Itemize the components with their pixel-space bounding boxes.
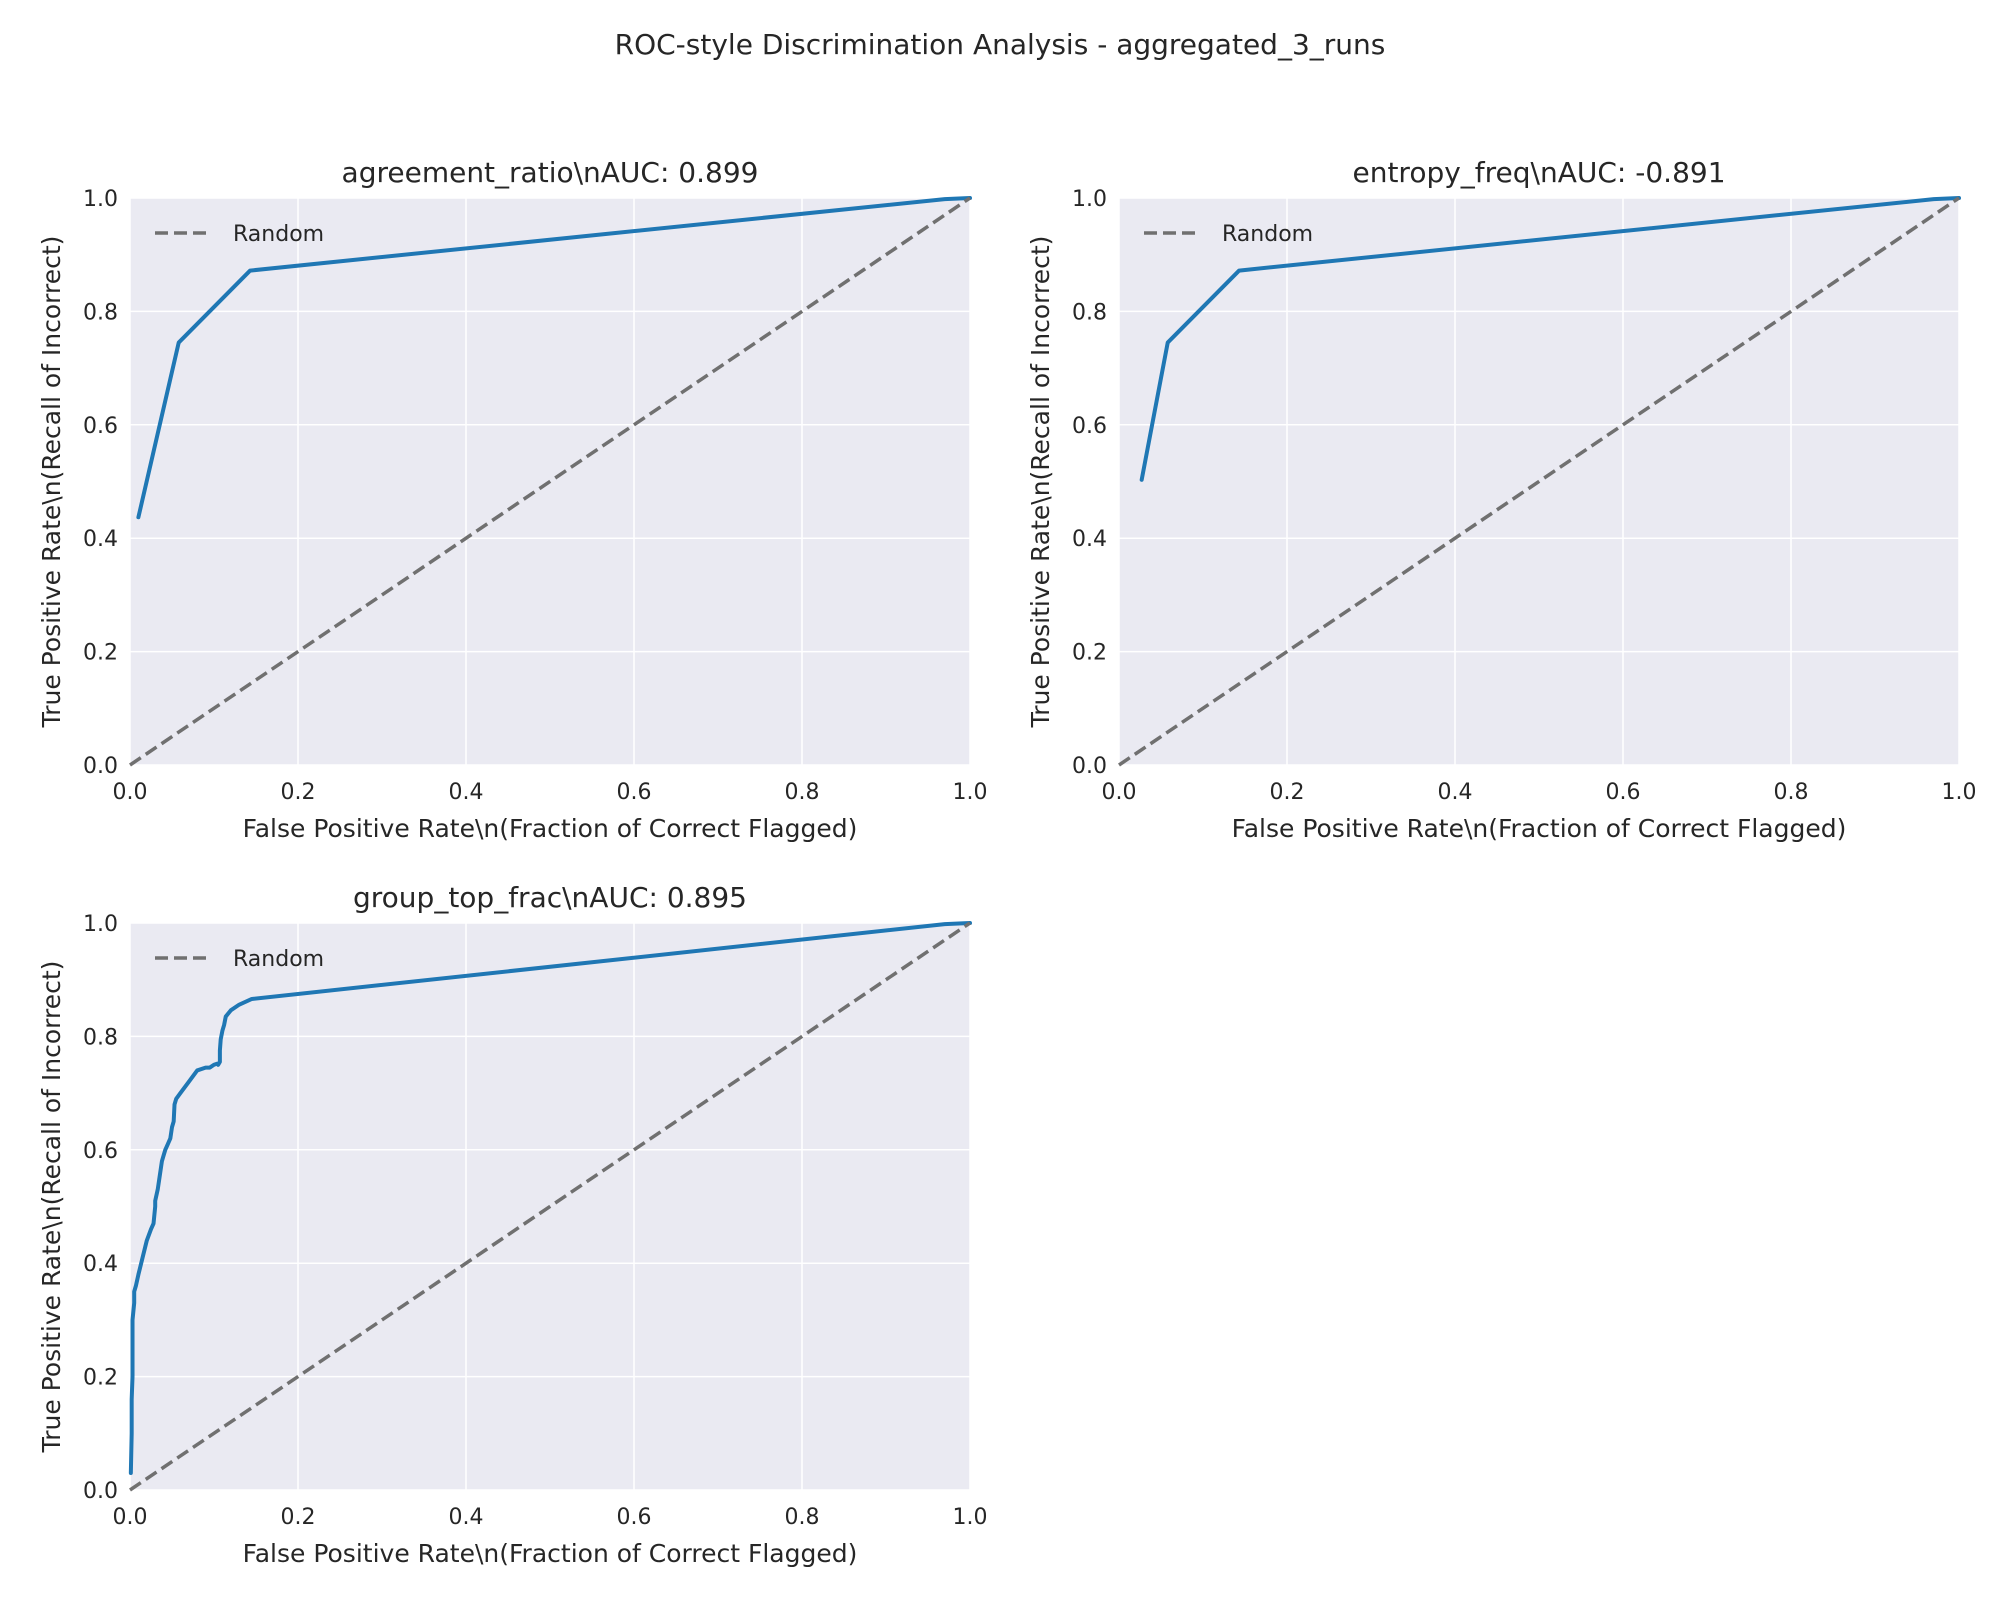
figure-suptitle: ROC-style Discrimination Analysis - aggr… — [615, 28, 1386, 61]
legend-label-random: Random — [233, 947, 324, 972]
x-tick-label: 1.0 — [953, 1505, 988, 1530]
subplot-title: agreement_ratio\nAUC: 0.899 — [342, 156, 759, 189]
roc-curve-line — [1139, 196, 1961, 482]
x-tick-label: 1.0 — [953, 780, 988, 805]
x-tick-label: 0.8 — [785, 1505, 820, 1530]
subplot-title: entropy_freq\nAUC: -0.891 — [1352, 156, 1725, 189]
y-tick-label: 0.2 — [83, 1366, 118, 1391]
x-tick-label: 1.0 — [1942, 780, 1977, 805]
subplot-2: 0.0 0.2 0.4 0.6 0.8 1.0 0.0 0.2 0.4 0.6 0.8 1.0 Rand… — [1026, 156, 1977, 843]
y-tick-label: 0.4 — [83, 527, 118, 552]
y-axis-label: True Positive Rate\n(Recall of Incorrect… — [37, 961, 66, 1454]
x-tick-label: 0.0 — [113, 780, 148, 805]
y-tick-label: 0.0 — [83, 754, 118, 779]
x-tick-label: 0.8 — [785, 780, 820, 805]
y-tick-label: 1.0 — [83, 187, 118, 212]
x-tick-label: 0.0 — [113, 1505, 148, 1530]
x-tick-label: 0.4 — [1438, 780, 1473, 805]
subplot-title: group_top_frac\nAUC: 0.895 — [353, 881, 747, 914]
x-tick-label: 0.4 — [449, 780, 484, 805]
y-tick-label: 1.0 — [1072, 187, 1107, 212]
y-tick-label: 0.6 — [1072, 414, 1107, 439]
random-baseline-line — [129, 196, 971, 767]
x-tick-label: 0.6 — [1606, 780, 1641, 805]
x-axis-label: False Positive Rate\n(Fraction of Correc… — [1232, 814, 1847, 843]
x-axis-label: False Positive Rate\n(Fraction of Correc… — [243, 814, 858, 843]
legend-label-random: Random — [233, 222, 324, 247]
y-axis-label: True Positive Rate\n(Recall of Incorrect… — [1026, 236, 1055, 729]
subplot-1: 0.0 0.2 0.4 0.6 0.8 1.0 0.0 0.2 0.4 0.6 0.8 1.0 Rand… — [37, 156, 988, 843]
y-tick-label: 1.0 — [83, 912, 118, 937]
y-tick-label: 0.2 — [1072, 641, 1107, 666]
x-tick-label: 0.4 — [449, 1505, 484, 1530]
random-baseline-line — [1118, 196, 1960, 767]
y-tick-label: 0.6 — [83, 414, 118, 439]
x-axis-label: False Positive Rate\n(Fraction of Correc… — [243, 1539, 858, 1568]
roc-curve-line — [136, 196, 972, 520]
subplot-3: 0.0 0.2 0.4 0.6 0.8 1.0 0.0 0.2 0.4 0.6 0.8 1.0 Rand… — [37, 881, 988, 1568]
x-tick-label: 0.2 — [1270, 780, 1305, 805]
x-tick-label: 0.2 — [281, 780, 316, 805]
legend-label-random: Random — [1222, 222, 1313, 247]
y-axis-label: True Positive Rate\n(Recall of Incorrect… — [37, 236, 66, 729]
random-baseline-line — [129, 921, 971, 1492]
y-tick-label: 0.0 — [83, 1479, 118, 1504]
y-tick-label: 0.8 — [83, 300, 118, 325]
x-tick-label: 0.8 — [1774, 780, 1809, 805]
x-tick-label: 0.2 — [281, 1505, 316, 1530]
y-tick-label: 0.4 — [1072, 527, 1107, 552]
y-tick-label: 0.0 — [1072, 754, 1107, 779]
y-tick-label: 0.8 — [83, 1025, 118, 1050]
y-tick-label: 0.2 — [83, 641, 118, 666]
x-tick-label: 0.6 — [617, 1505, 652, 1530]
y-tick-label: 0.8 — [1072, 300, 1107, 325]
y-tick-label: 0.6 — [83, 1139, 118, 1164]
roc-curve-line — [128, 921, 972, 1475]
x-tick-label: 0.0 — [1102, 780, 1137, 805]
y-tick-label: 0.4 — [83, 1252, 118, 1277]
x-tick-label: 0.6 — [617, 780, 652, 805]
